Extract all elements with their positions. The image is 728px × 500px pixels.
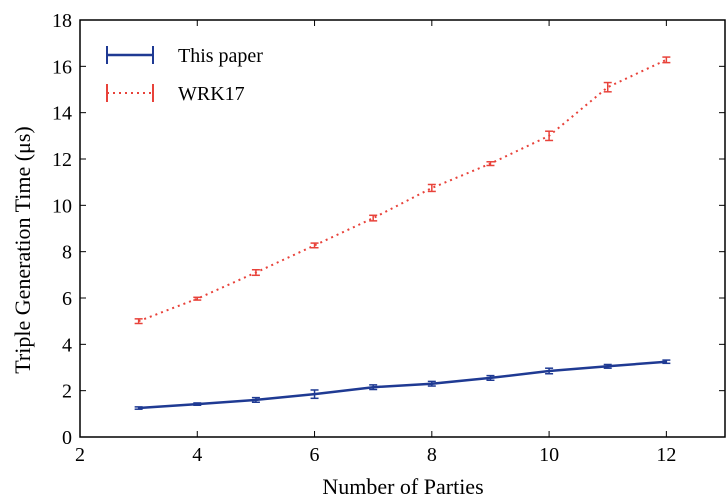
plot-area — [134, 56, 671, 410]
data-point — [193, 402, 202, 407]
x-tick-label: 10 — [539, 444, 559, 466]
y-tick-label: 4 — [62, 334, 72, 356]
y-tick-label: 0 — [62, 427, 72, 449]
legend-label: This paper — [178, 45, 263, 67]
y-tick-label: 8 — [62, 242, 72, 264]
y-tick-label: 12 — [52, 149, 72, 171]
x-tick-label: 4 — [192, 444, 202, 466]
data-point — [486, 161, 495, 167]
data-point — [603, 363, 612, 369]
y-tick-label: 10 — [52, 195, 72, 217]
y-tick-label: 14 — [52, 103, 72, 125]
x-tick-label: 2 — [75, 444, 85, 466]
data-point — [369, 214, 378, 222]
legend-item: This paper — [106, 45, 263, 67]
data-point — [251, 396, 260, 403]
y-tick-label: 6 — [62, 288, 72, 310]
legend: This paper WRK17 — [106, 45, 263, 105]
plot-frame — [79, 19, 726, 438]
legend-item: WRK17 — [106, 83, 245, 105]
data-point — [310, 242, 319, 249]
data-point — [545, 130, 554, 142]
data-point — [603, 81, 612, 93]
data-point — [134, 406, 143, 410]
series-line-1 — [138, 360, 667, 410]
data-point — [193, 296, 202, 301]
data-point — [662, 359, 671, 365]
data-point — [545, 367, 554, 375]
y-axis-label: Triple Generation Time (μs) — [10, 126, 35, 373]
data-point — [427, 380, 436, 387]
data-point — [662, 56, 671, 64]
data-point — [251, 268, 260, 277]
data-point — [310, 389, 319, 400]
y-tick-label: 2 — [62, 381, 72, 403]
data-point — [486, 374, 495, 381]
x-tick-label: 6 — [310, 444, 320, 466]
data-point — [369, 384, 378, 391]
x-tick-label: 12 — [656, 444, 676, 466]
data-point — [427, 183, 436, 193]
y-tick-label: 16 — [52, 56, 72, 78]
x-axis-label: Number of Parties — [322, 474, 483, 499]
y-tick-label: 18 — [52, 10, 72, 32]
series-line-2 — [138, 58, 667, 323]
x-tick-label: 8 — [427, 444, 437, 466]
data-point — [134, 318, 143, 325]
legend-label: WRK17 — [178, 83, 245, 105]
